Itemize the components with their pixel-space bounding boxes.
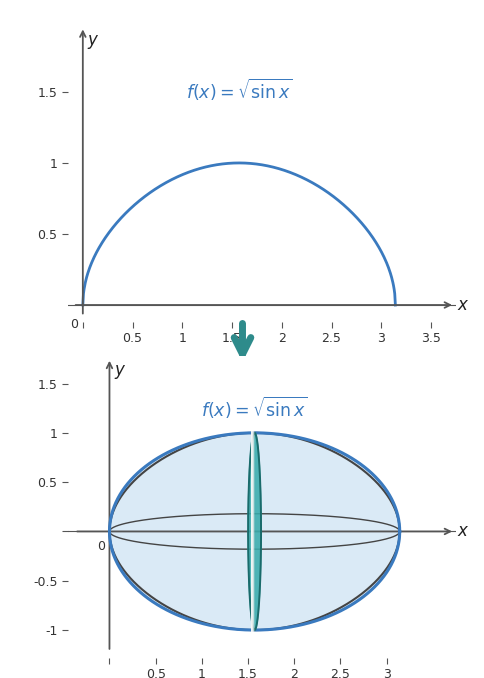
- Text: 0: 0: [70, 318, 78, 331]
- Text: $f(x) = \sqrt{\sin x}$: $f(x) = \sqrt{\sin x}$: [201, 395, 307, 421]
- Text: $f(x) = \sqrt{\sin x}$: $f(x) = \sqrt{\sin x}$: [185, 77, 292, 103]
- Polygon shape: [109, 433, 399, 630]
- Text: y: y: [88, 31, 97, 49]
- Text: x: x: [457, 296, 467, 314]
- Text: 0: 0: [97, 540, 105, 553]
- Polygon shape: [248, 433, 260, 630]
- Text: x: x: [457, 523, 467, 540]
- Text: y: y: [114, 361, 124, 379]
